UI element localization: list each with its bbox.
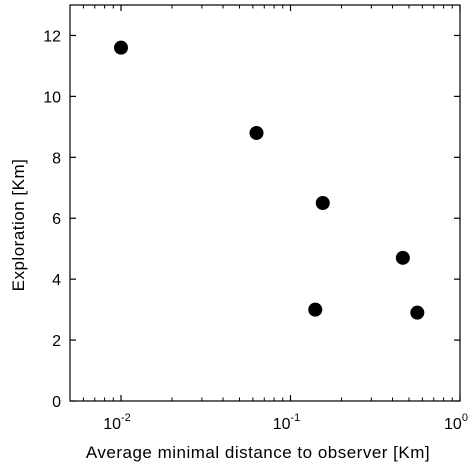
x-axis-label: Average minimal distance to observer [Km… <box>86 443 430 462</box>
data-point <box>410 305 425 320</box>
data-point <box>395 250 410 265</box>
data-point <box>249 125 264 140</box>
y-tick-label: 12 <box>43 28 61 45</box>
x-tick-exponent: -1 <box>291 412 301 424</box>
y-tick-label: 10 <box>43 89 61 106</box>
x-tick-base: 10 <box>444 416 462 433</box>
y-tick-label: 2 <box>52 333 61 350</box>
y-tick-label: 4 <box>52 272 61 289</box>
x-tick-exponent: 0 <box>462 412 468 424</box>
y-tick-label: 8 <box>52 150 61 167</box>
x-tick-label: 10-1 <box>273 412 301 433</box>
x-tick-base: 10 <box>103 416 121 433</box>
y-tick-label: 6 <box>52 211 61 228</box>
data-point <box>308 302 323 317</box>
y-tick-label: 0 <box>52 394 61 411</box>
data-points <box>114 40 425 320</box>
x-tick-base: 10 <box>273 416 291 433</box>
y-axis-label: Exploration [Km] <box>9 159 28 292</box>
x-tick-label: 10-2 <box>103 412 131 433</box>
data-point <box>315 196 330 210</box>
plot-frame <box>69 4 461 402</box>
plot-frame-group <box>69 4 461 402</box>
y-ticks: 0 2 4 6 8 10 12 <box>43 28 460 411</box>
x-tick-exponent: -2 <box>121 412 131 424</box>
x-ticks: 10-2 10-1 100 <box>69 5 468 433</box>
x-tick-label: 100 <box>444 412 468 433</box>
data-point <box>114 40 129 55</box>
